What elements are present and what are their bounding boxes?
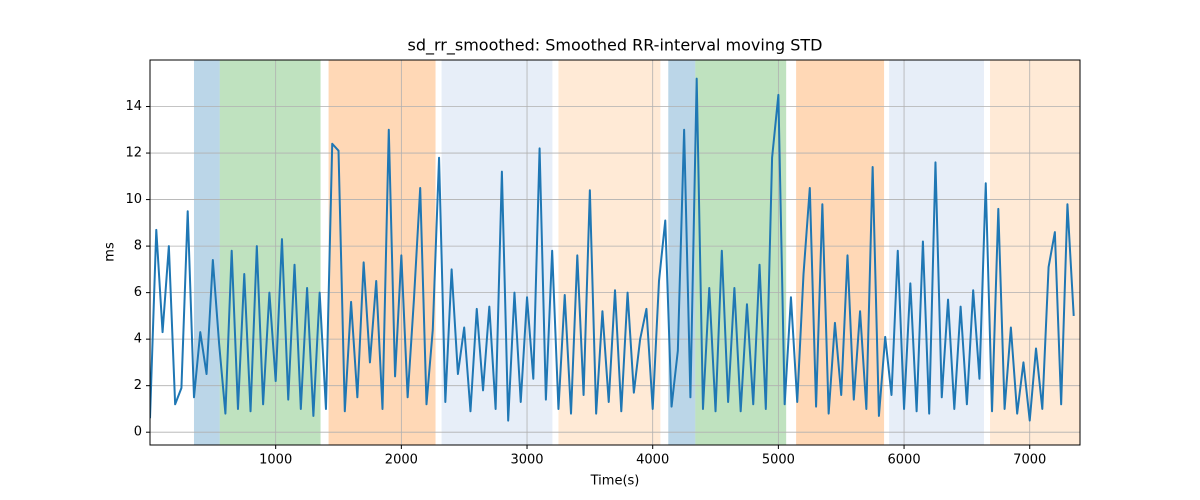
data-line — [150, 77, 1075, 422]
y-tick-label: 4 — [134, 332, 142, 347]
shaded-span — [695, 60, 787, 445]
x-tick-label: 7000 — [1013, 453, 1046, 468]
y-tick-label: 10 — [125, 192, 142, 207]
y-tick-label: 6 — [134, 285, 142, 300]
x-tick-label: 5000 — [762, 453, 795, 468]
x-tick-label: 2000 — [385, 453, 418, 468]
y-tick-label: 12 — [125, 146, 142, 161]
x-tick-label: 3000 — [510, 453, 543, 468]
x-axis-label: Time(s) — [590, 474, 640, 489]
x-tick-label: 4000 — [636, 453, 669, 468]
x-tick-label: 6000 — [888, 453, 921, 468]
shaded-span — [193, 60, 220, 445]
plot-frame — [149, 59, 1081, 446]
chart-title: sd_rr_smoothed: Smoothed RR-interval mov… — [408, 36, 823, 56]
y-tick-label: 14 — [125, 99, 142, 114]
shaded-span — [219, 60, 321, 445]
y-tick-label: 2 — [134, 378, 142, 393]
y-tick-label: 0 — [134, 425, 142, 440]
x-tick-label: 1000 — [259, 453, 292, 468]
y-axis-label: ms — [103, 242, 118, 262]
y-tick-label: 8 — [134, 239, 142, 254]
